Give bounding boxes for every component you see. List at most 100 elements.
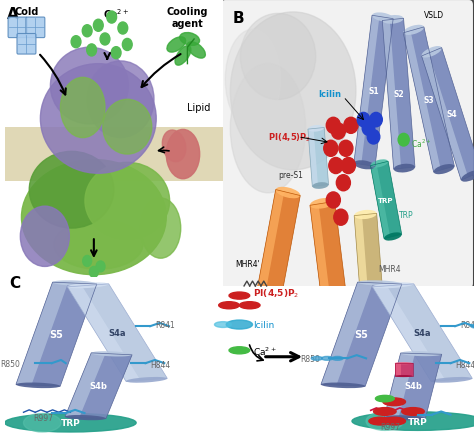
Text: S4b: S4b bbox=[90, 381, 108, 390]
Circle shape bbox=[96, 261, 105, 272]
Text: Cooling
agent: Cooling agent bbox=[167, 7, 208, 29]
Polygon shape bbox=[256, 190, 300, 302]
Text: R997: R997 bbox=[380, 422, 400, 431]
Text: S3: S3 bbox=[423, 96, 434, 105]
Ellipse shape bbox=[87, 62, 154, 138]
Circle shape bbox=[357, 113, 370, 128]
Circle shape bbox=[111, 48, 121, 59]
Circle shape bbox=[339, 141, 353, 157]
Text: S2: S2 bbox=[393, 90, 404, 99]
Ellipse shape bbox=[141, 198, 181, 259]
Text: TRP: TRP bbox=[61, 418, 80, 427]
Circle shape bbox=[337, 175, 350, 191]
Circle shape bbox=[344, 118, 358, 134]
Ellipse shape bbox=[53, 281, 97, 286]
Polygon shape bbox=[403, 32, 441, 173]
Ellipse shape bbox=[383, 16, 403, 25]
Polygon shape bbox=[373, 286, 446, 381]
Circle shape bbox=[87, 45, 97, 57]
Ellipse shape bbox=[403, 26, 424, 36]
Ellipse shape bbox=[308, 126, 324, 132]
Ellipse shape bbox=[322, 295, 346, 306]
Polygon shape bbox=[354, 16, 379, 165]
Polygon shape bbox=[256, 190, 284, 299]
Ellipse shape bbox=[434, 164, 455, 175]
Circle shape bbox=[331, 124, 346, 140]
Polygon shape bbox=[308, 129, 318, 187]
Ellipse shape bbox=[384, 233, 402, 241]
Circle shape bbox=[71, 36, 81, 49]
Text: MHR4': MHR4' bbox=[235, 259, 260, 268]
Circle shape bbox=[215, 322, 231, 328]
Text: TRP: TRP bbox=[378, 197, 394, 204]
Polygon shape bbox=[321, 283, 373, 385]
Ellipse shape bbox=[54, 220, 143, 270]
Polygon shape bbox=[395, 363, 412, 376]
Text: VSLD: VSLD bbox=[424, 11, 444, 20]
Ellipse shape bbox=[85, 163, 170, 240]
Ellipse shape bbox=[65, 415, 106, 420]
Circle shape bbox=[326, 118, 340, 134]
Circle shape bbox=[90, 267, 98, 278]
Ellipse shape bbox=[354, 210, 377, 220]
Ellipse shape bbox=[167, 38, 186, 53]
Circle shape bbox=[324, 141, 338, 157]
Text: PI(4,5)P$_2$: PI(4,5)P$_2$ bbox=[254, 286, 300, 299]
Ellipse shape bbox=[91, 352, 132, 357]
Ellipse shape bbox=[370, 160, 388, 168]
Circle shape bbox=[311, 357, 322, 361]
Circle shape bbox=[369, 418, 392, 425]
Ellipse shape bbox=[395, 375, 412, 377]
Polygon shape bbox=[371, 162, 401, 239]
Polygon shape bbox=[384, 353, 415, 418]
Text: S4: S4 bbox=[446, 110, 457, 119]
Polygon shape bbox=[67, 284, 167, 381]
Ellipse shape bbox=[60, 78, 105, 138]
Ellipse shape bbox=[276, 187, 301, 199]
Polygon shape bbox=[65, 353, 132, 419]
Text: Ca$^{2+}$: Ca$^{2+}$ bbox=[103, 7, 129, 21]
Text: MHR4: MHR4 bbox=[379, 265, 401, 274]
Ellipse shape bbox=[50, 48, 128, 125]
Ellipse shape bbox=[421, 47, 442, 59]
Ellipse shape bbox=[366, 412, 403, 431]
Polygon shape bbox=[308, 128, 328, 187]
Ellipse shape bbox=[310, 198, 335, 209]
Ellipse shape bbox=[394, 164, 415, 173]
Text: Icilin: Icilin bbox=[318, 90, 341, 99]
Text: C: C bbox=[9, 275, 20, 290]
Ellipse shape bbox=[240, 14, 316, 100]
Ellipse shape bbox=[103, 100, 152, 155]
Text: Lipid: Lipid bbox=[187, 103, 211, 113]
Circle shape bbox=[321, 357, 333, 361]
Ellipse shape bbox=[372, 13, 393, 23]
Text: Ca$^{2+}$: Ca$^{2+}$ bbox=[411, 137, 432, 149]
Ellipse shape bbox=[373, 283, 414, 289]
Text: S5: S5 bbox=[355, 329, 368, 339]
Ellipse shape bbox=[395, 362, 412, 365]
Polygon shape bbox=[421, 49, 474, 181]
Ellipse shape bbox=[175, 46, 191, 66]
Ellipse shape bbox=[256, 294, 281, 305]
Ellipse shape bbox=[29, 152, 114, 229]
Text: S1: S1 bbox=[368, 87, 379, 96]
Polygon shape bbox=[371, 165, 390, 239]
Ellipse shape bbox=[21, 160, 166, 275]
Ellipse shape bbox=[461, 171, 474, 182]
Ellipse shape bbox=[126, 377, 167, 383]
Text: S4a: S4a bbox=[109, 329, 126, 337]
Circle shape bbox=[334, 210, 348, 226]
Circle shape bbox=[375, 395, 394, 402]
Text: PI(4,5)P$_2$: PI(4,5)P$_2$ bbox=[268, 131, 311, 144]
Text: S4a: S4a bbox=[414, 329, 431, 337]
FancyBboxPatch shape bbox=[220, 0, 474, 289]
Circle shape bbox=[100, 34, 110, 46]
Polygon shape bbox=[354, 214, 383, 296]
FancyBboxPatch shape bbox=[17, 34, 36, 55]
Ellipse shape bbox=[162, 131, 186, 162]
Text: H844: H844 bbox=[150, 361, 171, 369]
Circle shape bbox=[374, 408, 396, 415]
Ellipse shape bbox=[187, 43, 205, 59]
Polygon shape bbox=[310, 204, 330, 302]
Polygon shape bbox=[65, 353, 106, 418]
